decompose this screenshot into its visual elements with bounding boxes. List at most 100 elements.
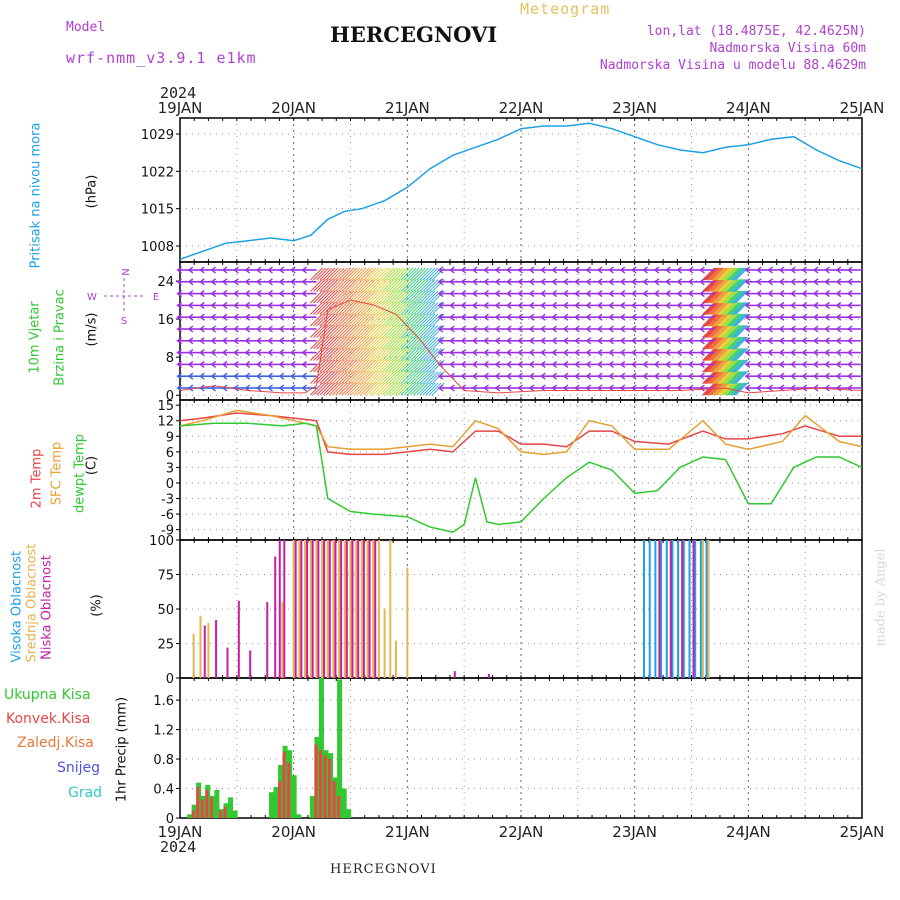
wind-barb-storm [728,336,742,350]
wind-arrow-head [176,301,182,309]
wind-arrow-head [562,349,569,357]
wind-barb-storm [702,348,715,361]
wind-arrow-head [233,313,239,321]
wind-barb-storm [413,290,426,304]
wind-arrow-head [255,384,262,392]
wind-arrow-head [824,313,830,321]
wind-barb-storm [400,348,414,361]
time-label-bottom: 20JAN [271,823,316,841]
wind-arrow-head [574,360,580,368]
wind-arrow-head [460,266,467,274]
wind-barb-storm [356,290,370,304]
wind-arrow-head [835,372,842,380]
wind-barb-storm [705,267,719,281]
wind-barb-storm [726,290,740,304]
wind-arrow-head [676,325,683,333]
wind-barb-storm [703,371,716,384]
ytick-label: 3 [166,461,174,476]
wind-barb-storm [718,325,732,338]
wind-arrow-head [790,301,796,309]
wind-barb-storm [419,290,433,304]
wind-barb-storm [724,267,738,281]
wind-barb-storm [403,325,417,338]
wind-barb-storm [366,290,380,304]
wind-barb-storm [705,313,719,327]
wind-barb-storm [720,279,734,292]
wind-arrow-head [801,325,808,333]
wind-barb-storm [712,382,726,396]
wind-barb-storm [378,325,392,338]
wind-arrow-head [506,372,512,380]
wind-arrow-head [824,325,830,333]
wind-arrow-head [801,360,808,368]
wind-arrow-head [278,384,285,392]
wind-arrow-head [506,278,512,286]
wind-barb-storm [419,325,433,338]
wind-arrow-head [517,290,523,298]
legend-total-rain: Ukupna Kisa [4,687,91,703]
wind-barb-storm [313,382,326,396]
wind-arrow-head [596,266,603,274]
wind-arrow-head [619,337,626,345]
wind-barb-storm [335,279,348,292]
wind-barb-storm [720,359,733,373]
wind-arrow-head [494,325,501,333]
wind-barb-storm [724,290,738,304]
wind-barb-storm [724,325,738,338]
wind-arrow-head [267,325,273,333]
wind-arrow-head [699,325,705,333]
wind-arrow-head [187,384,194,392]
wind-arrow-head [562,313,569,321]
wind-barb-storm [724,348,738,361]
wind-barb-storm [722,348,736,361]
wind-arrow-head [756,349,762,357]
wind-arrow-head [790,278,796,286]
wind-barb-storm [319,302,333,315]
wind-barb-storm [356,371,370,384]
wind-barb-storm [703,313,716,327]
wind-arrow-head [778,349,785,357]
wind-barb-storm [366,279,380,292]
wind-barb-storm [718,336,732,350]
wind-barb-storm [709,371,723,384]
wind-arrow-head [517,313,523,321]
precip-bar [337,795,341,818]
wind-barb-storm [714,290,727,304]
wind-arrow-head [187,313,194,321]
wind-barb-storm [391,336,405,350]
wind-arrow-head [744,337,751,345]
wind-barb-storm [706,371,720,384]
compass-s: S [121,316,127,327]
wind-barb-storm [344,279,358,292]
wind-barb-storm [322,371,336,384]
wind-arrow-head [596,278,603,286]
wind-barb-storm [372,302,386,315]
wind-arrow-head [528,278,535,286]
wind-barb-storm [735,382,749,396]
wind-arrow-head [812,278,819,286]
wind-barb-storm [338,267,351,281]
wind-barb-storm [331,290,345,304]
wind-barb-storm [381,267,395,281]
temp-line-2 [179,422,863,534]
wind-barb-storm [721,313,735,327]
panel-frame-precipitation [179,677,863,819]
wind-arrow-head [187,266,194,274]
wind-barb-storm [366,267,380,281]
wind-barb-storm [726,313,740,327]
wind-barb-storm [708,325,721,338]
wind-arrow-head [687,266,694,274]
wind-arrow-head [494,337,501,345]
wind-barb-storm [425,267,439,281]
wind-barb-storm [378,348,392,361]
wind-barb-storm [718,290,732,304]
wind-barb-storm [733,313,747,327]
wind-barb-storm [347,359,361,373]
wind-arrow-head [847,266,853,274]
wind-barb-storm [729,382,743,396]
wind-arrow-head [778,290,785,298]
wind-barb-storm [706,267,720,281]
wind-arrow-head [199,360,205,368]
wind-barb-storm [381,348,395,361]
wind-arrow-head [824,337,830,345]
